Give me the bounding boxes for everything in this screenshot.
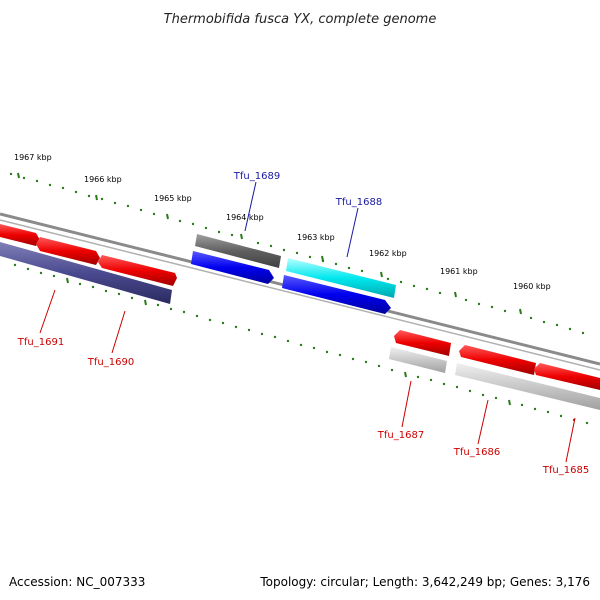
leader-tfu-1688 — [346, 207, 359, 258]
summary-text: Topology: circular; Length: 3,642,249 bp… — [259, 575, 590, 589]
outer-ruler — [9, 172, 585, 335]
kbp-label: 1967 kbp — [14, 153, 52, 162]
leader-tfu-1685 — [565, 417, 576, 463]
gene-tfu-1688[interactable] — [282, 258, 396, 314]
map-title: Thermobifida fusca YX, complete genome — [164, 12, 437, 27]
kbp-label: 1961 kbp — [440, 267, 478, 276]
gene-label[interactable]: Tfu_1689 — [233, 171, 280, 182]
gene-label[interactable]: Tfu_1688 — [335, 197, 382, 208]
gene-tfu-1689[interactable] — [191, 234, 281, 284]
leader-tfu-1686 — [477, 399, 489, 445]
leader-tfu-1687 — [401, 380, 412, 428]
leader-tfu-1691 — [39, 289, 56, 334]
genome-backbone-inner — [0, 219, 600, 371]
kbp-label: 1963 kbp — [297, 233, 335, 242]
inner-ruler — [13, 263, 589, 425]
gene-label[interactable]: Tfu_1690 — [87, 357, 134, 368]
gene-navy[interactable] — [0, 242, 172, 304]
gene-tfu-1687[interactable] — [389, 330, 451, 373]
gene-tfu-1685[interactable] — [534, 363, 600, 390]
gene-label[interactable]: Tfu_1691 — [17, 337, 64, 348]
accession-text: Accession: NC_007333 — [9, 575, 145, 589]
gene-label[interactable]: Tfu_1687 — [377, 430, 424, 441]
gene-tfu-1692-fwd[interactable] — [0, 224, 40, 246]
leader-tfu-1690 — [111, 310, 126, 354]
inner-ruler-ticks — [66, 277, 511, 406]
leader-tfu-1689 — [244, 181, 257, 232]
kbp-label: 1964 kbp — [226, 213, 264, 222]
gene-tfu-1690-fwd[interactable] — [98, 255, 177, 286]
kbp-label: 1966 kbp — [84, 175, 122, 184]
kbp-label: 1965 kbp — [154, 194, 192, 203]
kbp-label: 1960 kbp — [513, 282, 551, 291]
outer-ruler-ticks — [17, 172, 522, 315]
gene-label[interactable]: Tfu_1686 — [453, 447, 500, 458]
gene-label[interactable]: Tfu_1685 — [542, 465, 589, 476]
gene-tfu-1686[interactable] — [455, 345, 600, 410]
gene-tfu-1691-fwd[interactable] — [36, 237, 100, 265]
kbp-label: 1962 kbp — [369, 249, 407, 258]
